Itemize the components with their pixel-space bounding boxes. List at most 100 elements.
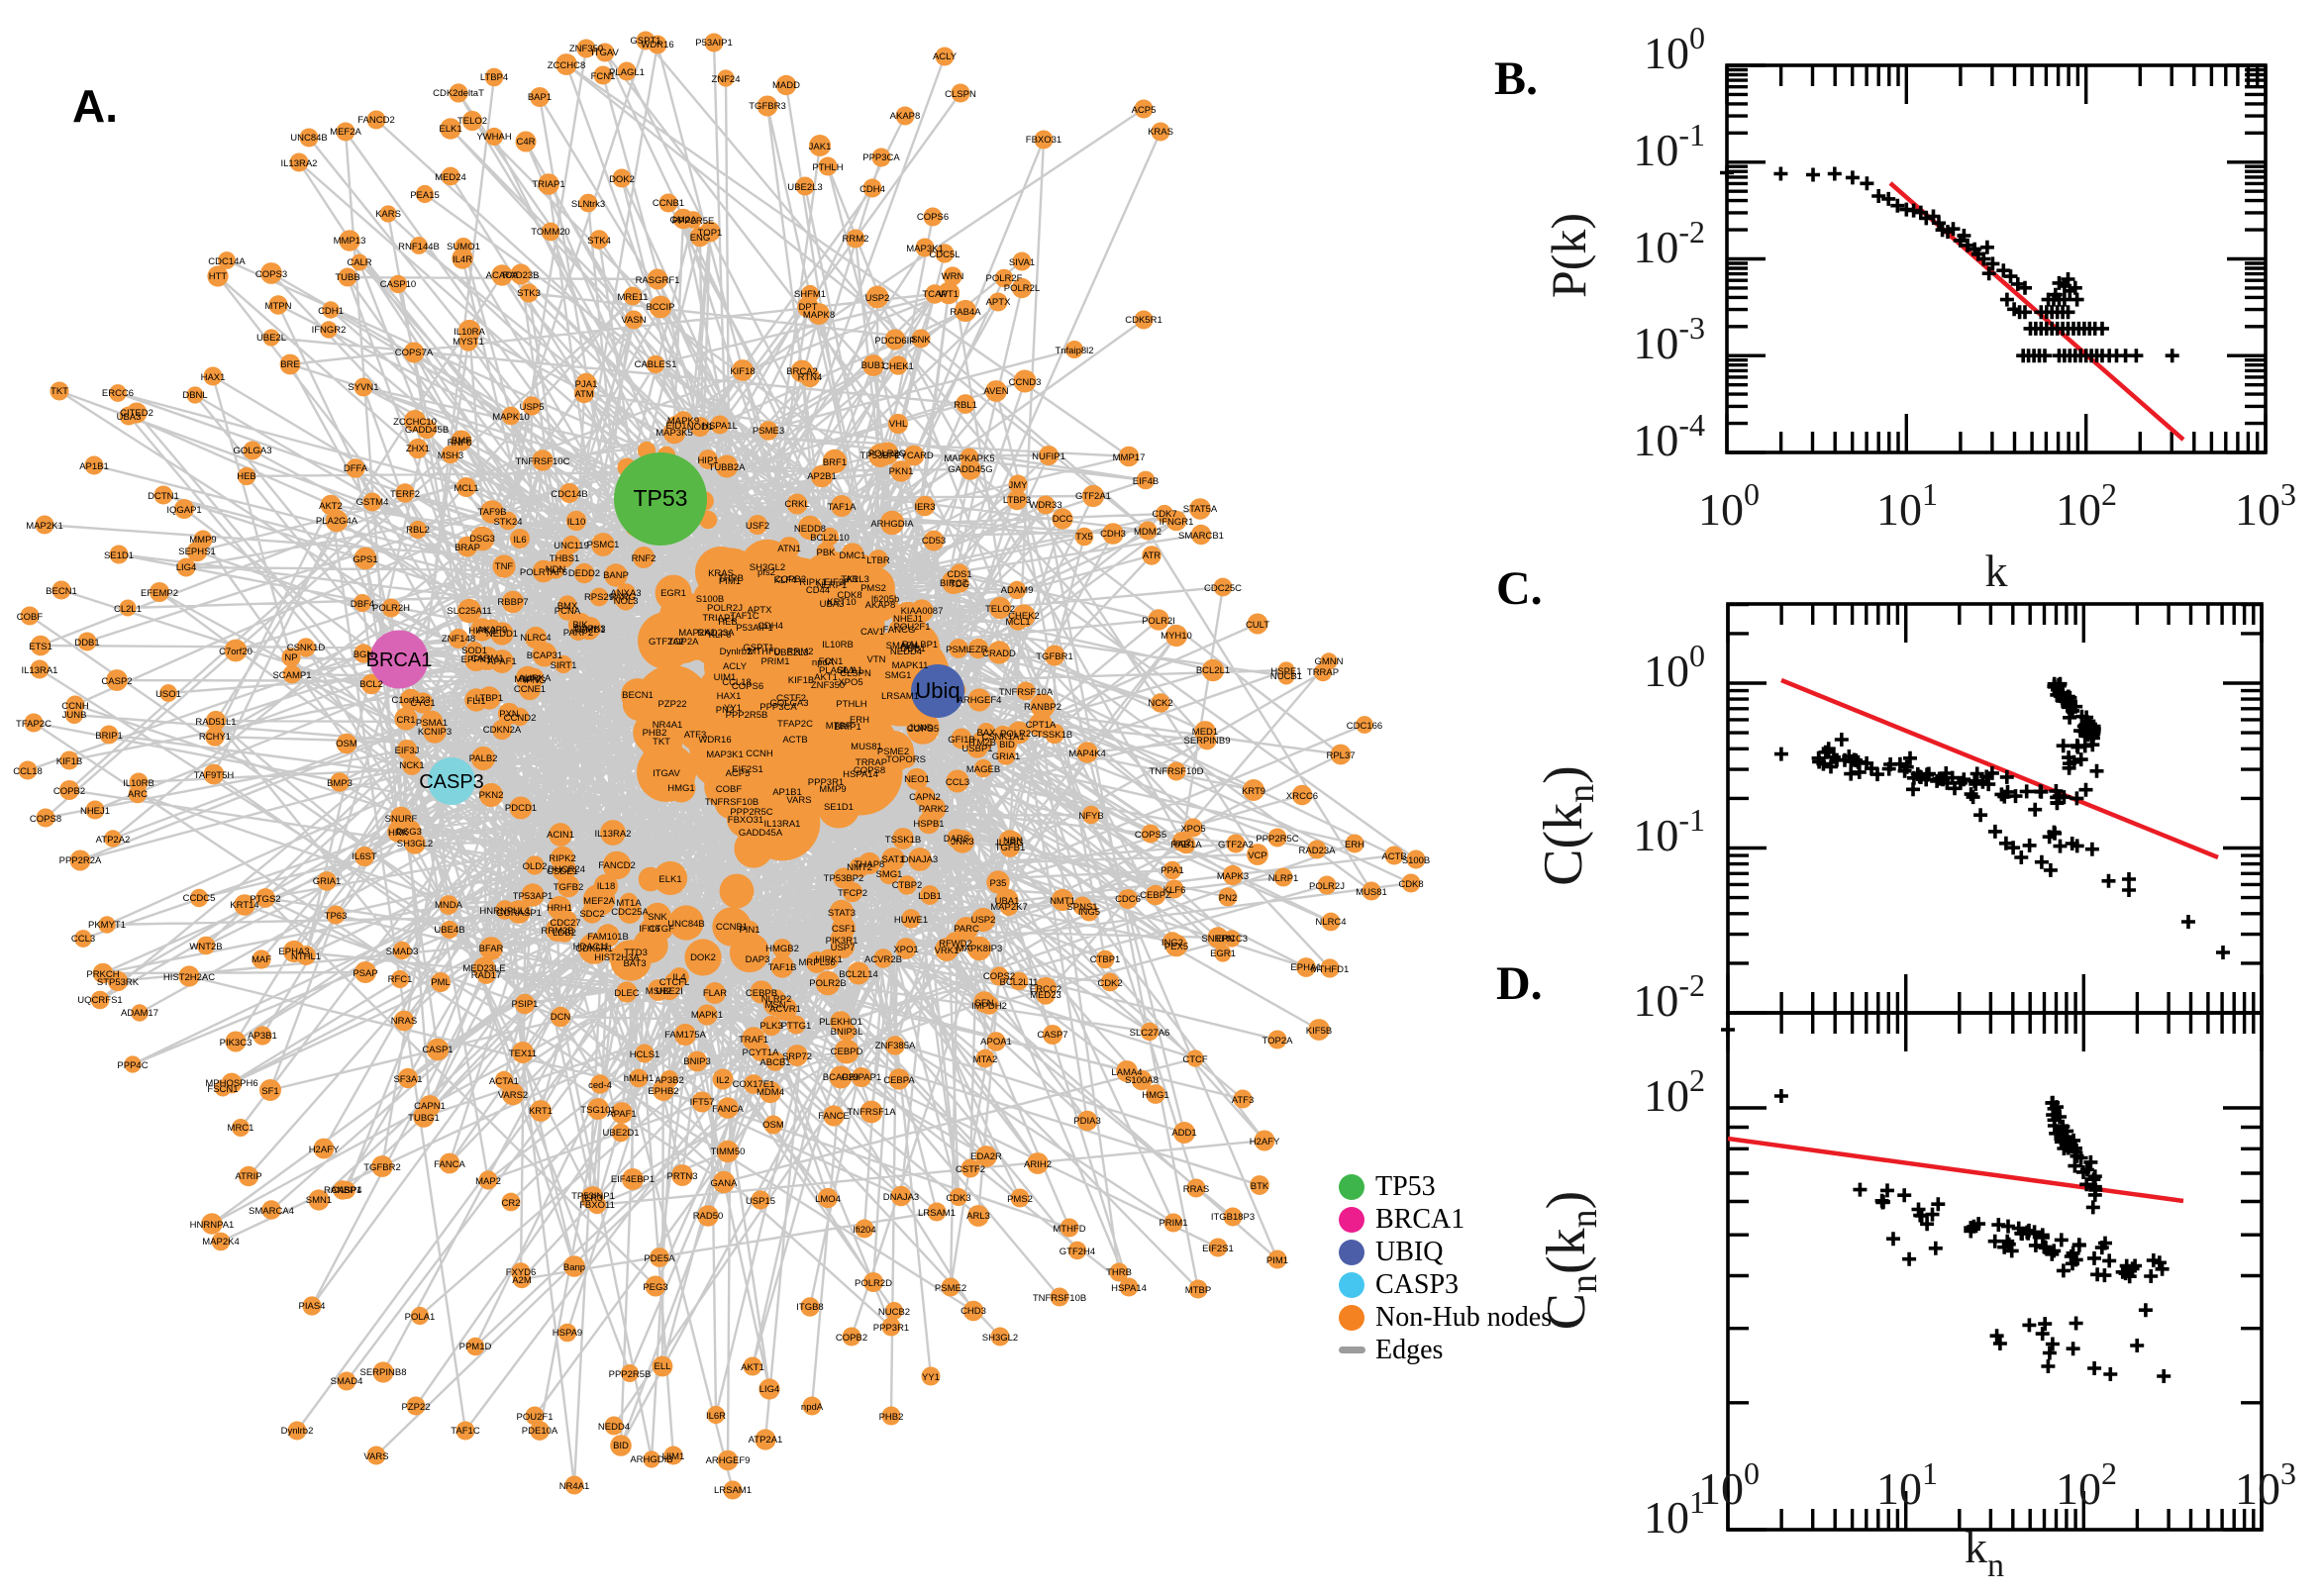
svg-text:IL4R: IL4R [453,254,472,265]
svg-text:CDH3: CDH3 [1100,529,1126,540]
svg-text:CASP1: CASP1 [422,1045,453,1055]
svg-text:RANBP2: RANBP2 [1024,702,1061,713]
svg-text:PXN: PXN [499,709,519,720]
svg-text:EPPK1: EPPK1 [461,654,492,665]
svg-text:NOL3: NOL3 [614,596,639,607]
svg-text:TNFRSF1A: TNFRSF1A [847,1107,896,1118]
svg-text:BCL2L10: BCL2L10 [810,533,850,544]
svg-text:EGR1: EGR1 [1210,948,1236,959]
svg-text:TP53: TP53 [634,485,688,511]
svg-text:FSCN1: FSCN1 [207,1084,238,1095]
svg-text:MAP3K1: MAP3K1 [906,244,944,254]
svg-text:GMNN: GMNN [1314,656,1343,667]
svg-text:PTHLH: PTHLH [812,162,843,173]
svg-text:A.: A. [72,80,118,132]
svg-text:HIST2H3A: HIST2H3A [594,952,640,963]
svg-text:GSPT1: GSPT1 [630,36,660,47]
svg-text:LRSAM1: LRSAM1 [918,1208,956,1219]
svg-text:CAV1: CAV1 [860,627,884,638]
svg-text:MED23LE: MED23LE [462,963,505,974]
svg-text:RAD23B: RAD23B [503,270,540,281]
svg-text:TAF1C: TAF1C [730,611,759,622]
svg-text:ING5: ING5 [1078,907,1100,918]
svg-text:CASP7: CASP7 [1037,1030,1067,1041]
svg-text:MAP2K1: MAP2K1 [678,628,716,639]
svg-text:CDK2deltaT: CDK2deltaT [433,88,484,99]
svg-text:MTPN: MTPN [265,301,292,312]
svg-text:HRK: HRK [388,828,409,839]
svg-text:PYCARD: PYCARD [894,450,934,461]
svg-text:POLR2C: POLR2C [1000,729,1038,740]
svg-text:TCAP: TCAP [922,289,947,300]
svg-text:GANA: GANA [711,1178,739,1189]
svg-text:ATP2A2: ATP2A2 [96,835,131,846]
svg-text:TUBB2A: TUBB2A [709,462,747,473]
svg-text:ABCB1: ABCB1 [759,1057,790,1068]
svg-text:B.: B. [1494,52,1538,105]
svg-text:COBF: COBF [17,612,44,623]
svg-text:MTHFD: MTHFD [748,647,780,657]
svg-text:TNFRSF10C: TNFRSF10C [516,456,570,467]
svg-text:FANCE: FANCE [818,1111,850,1122]
svg-text:MED1: MED1 [1192,727,1218,738]
svg-text:CTGF: CTGF [649,924,674,935]
svg-text:CCNB1: CCNB1 [716,922,748,933]
svg-text:SUMO1: SUMO1 [447,242,480,252]
svg-text:HIPK1: HIPK1 [815,954,842,965]
svg-text:MTA2: MTA2 [973,1054,998,1065]
svg-text:PHB2: PHB2 [643,728,667,739]
svg-text:GORASP1: GORASP1 [496,908,542,919]
svg-text:TOMM20: TOMM20 [531,227,569,238]
svg-text:STP53RK: STP53RK [97,977,140,988]
svg-text:POU2F1: POU2F1 [894,622,931,633]
svg-text:HSPE1: HSPE1 [1270,666,1301,677]
svg-text:CDC6: CDC6 [1115,894,1141,905]
svg-text:PLK3: PLK3 [759,1021,782,1032]
svg-text:PPP3CA: PPP3CA [862,152,900,163]
svg-text:PPP2R5B: PPP2R5B [726,710,768,721]
svg-text:C(kn): C(kn) [1533,765,1602,886]
svg-text:CDK2: CDK2 [1097,978,1122,989]
svg-text:LTBP3: LTBP3 [1003,495,1031,506]
svg-text:GTF2A2: GTF2A2 [649,637,684,648]
svg-text:BMP3: BMP3 [327,778,353,789]
svg-text:PRIM1: PRIM1 [760,656,789,667]
svg-text:BNIP3L: BNIP3L [831,1027,863,1038]
svg-text:AURKA: AURKA [519,673,552,684]
svg-text:BECN1: BECN1 [622,690,654,701]
svg-text:RALBP1: RALBP1 [902,640,938,650]
svg-text:P53AIP1: P53AIP1 [695,38,733,49]
svg-text:YWHAH: YWHAH [476,132,512,143]
svg-text:KRT9: KRT9 [1242,786,1265,797]
svg-text:10-2: 10-2 [1633,214,1705,272]
svg-text:RAD17: RAD17 [471,970,502,981]
svg-text:CSDE1: CSDE1 [547,866,578,877]
svg-text:D.: D. [1496,957,1543,1010]
svg-text:IER3: IER3 [581,1193,602,1204]
svg-text:pfs2: pfs2 [758,567,775,578]
svg-text:A2M: A2M [512,1275,532,1286]
svg-text:TAF1C: TAF1C [451,1426,480,1437]
svg-text:DCN: DCN [551,1012,571,1023]
svg-text:DLEC: DLEC [614,988,639,999]
svg-text:FAM101B: FAM101B [587,932,629,943]
svg-text:PBK: PBK [816,548,836,558]
svg-text:CCNE1: CCNE1 [514,684,546,695]
svg-text:HSPA14: HSPA14 [1111,1283,1147,1294]
svg-text:ZNF385A: ZNF385A [875,1041,916,1051]
svg-text:ARHGEF4: ARHGEF4 [958,695,1002,706]
svg-text:CR2: CR2 [501,1198,520,1209]
svg-text:C4R: C4R [516,137,535,148]
svg-text:PIK3R1: PIK3R1 [826,936,858,947]
svg-text:Ifi204: Ifi204 [853,1225,875,1236]
svg-text:STAT3: STAT3 [828,908,856,919]
svg-text:NCK2: NCK2 [1148,698,1172,709]
svg-text:TP53AP1: TP53AP1 [513,891,554,902]
svg-text:ITM2B: ITM2B [968,738,996,748]
svg-text:CSTF2: CSTF2 [776,693,806,704]
svg-text:C1orf123: C1orf123 [391,695,430,706]
svg-text:NLRP2: NLRP2 [761,994,792,1005]
svg-text:Banp: Banp [563,1262,585,1273]
svg-text:MAP3K5: MAP3K5 [656,428,693,439]
svg-text:ARHGEF9: ARHGEF9 [706,1455,751,1466]
